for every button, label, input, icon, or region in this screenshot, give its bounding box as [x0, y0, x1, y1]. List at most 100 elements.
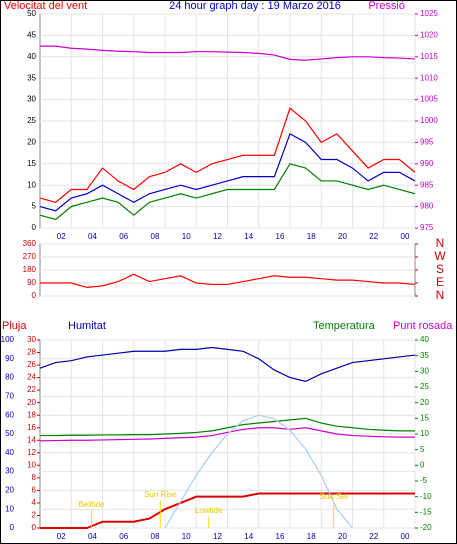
- y2-tick-label: 1020: [420, 31, 438, 40]
- y3-tick-label: 22: [27, 385, 36, 394]
- y-tick-label: 20: [5, 486, 14, 495]
- y-tick-label: 10: [27, 180, 36, 189]
- x-tick-label: 22: [369, 232, 378, 241]
- y-tick-label: 80: [5, 373, 14, 382]
- x-tick-label: 08: [151, 232, 160, 241]
- x-tick-label: 10: [182, 232, 191, 241]
- y3-tick-label: 18: [27, 410, 36, 419]
- y2-tick-label: 20: [420, 398, 429, 407]
- y2-tick-label: 1025: [420, 9, 438, 18]
- y2-tick-label: N: [436, 288, 445, 302]
- annotation: Sun Rise: [144, 490, 177, 499]
- x-tick-label: 04: [88, 532, 97, 541]
- y-tick-label: 30: [27, 95, 36, 104]
- y-tick-label: 50: [5, 429, 14, 438]
- y-tick-label: 270: [23, 252, 37, 261]
- x-tick-label: 14: [244, 232, 253, 241]
- wind-label: Velocitat del vent: [4, 0, 87, 12]
- y3-tick-label: 6: [32, 486, 37, 495]
- legend-label: Punt rosada: [393, 320, 453, 332]
- y2-tick-label: 980: [420, 202, 434, 211]
- y3-tick-label: 26: [27, 360, 36, 369]
- series-line: [40, 417, 415, 437]
- x-tick-label: 00: [401, 532, 410, 541]
- y2-tick-label: 0: [420, 460, 425, 469]
- y2-tick-label: -15: [420, 507, 432, 516]
- y-tick-label: 20: [27, 138, 36, 147]
- y3-tick-label: 14: [27, 435, 36, 444]
- x-tick-label: 18: [307, 232, 316, 241]
- y2-tick-label: -5: [420, 476, 428, 485]
- y2-tick-label: N: [436, 236, 445, 250]
- y2-tick-label: 25: [420, 382, 429, 391]
- x-tick-label: 10: [182, 532, 191, 541]
- y2-tick-label: 990: [420, 159, 434, 168]
- y-tick-label: 100: [1, 335, 15, 344]
- y-tick-label: 45: [27, 31, 36, 40]
- y2-tick-label: 10: [420, 429, 429, 438]
- x-tick-label: 16: [276, 232, 285, 241]
- y3-tick-label: 12: [27, 448, 36, 457]
- series-line: [39, 132, 416, 212]
- series-line: [40, 45, 416, 61]
- y2-tick-label: 1015: [420, 52, 438, 61]
- x-tick-label: 16: [276, 532, 285, 541]
- y3-tick-label: 16: [27, 423, 36, 432]
- x-tick-label: 06: [119, 532, 128, 541]
- y-tick-label: 0: [32, 223, 37, 232]
- y-tick-label: 40: [27, 52, 36, 61]
- series-line: [39, 163, 416, 221]
- y-tick-label: 90: [5, 354, 14, 363]
- y2-tick-label: 35: [420, 351, 429, 360]
- x-tick-label: 20: [338, 232, 347, 241]
- y2-tick-label: E: [436, 275, 444, 289]
- y3-tick-label: 20: [27, 398, 36, 407]
- y2-tick-label: 40: [420, 335, 429, 344]
- y-tick-label: 0: [10, 523, 15, 532]
- legend-label: Pluja: [2, 320, 27, 332]
- y-tick-label: 60: [5, 410, 14, 419]
- series-line: [39, 107, 416, 203]
- y-tick-label: 360: [23, 239, 37, 248]
- y3-tick-label: 0: [32, 523, 37, 532]
- y2-tick-label: 30: [420, 366, 429, 375]
- y2-tick-label: 5: [420, 445, 425, 454]
- y-tick-label: 40: [5, 448, 14, 457]
- x-tick-label: 02: [57, 232, 66, 241]
- y2-tick-label: W: [434, 249, 446, 263]
- y2-tick-label: 995: [420, 138, 434, 147]
- pressure-label: Pressió: [368, 0, 405, 12]
- x-tick-label: 06: [119, 232, 128, 241]
- y-tick-label: 35: [27, 73, 36, 82]
- y3-tick-label: 24: [27, 373, 36, 382]
- y3-tick-label: 4: [32, 498, 37, 507]
- y-tick-label: 90: [27, 278, 36, 287]
- series-line: [164, 414, 353, 529]
- y2-tick-label: -20: [420, 523, 432, 532]
- x-tick-label: 04: [88, 232, 97, 241]
- x-tick-label: 02: [57, 532, 66, 541]
- y-tick-label: 180: [23, 265, 37, 274]
- annotation: Belltide: [78, 500, 105, 509]
- y2-tick-label: 1010: [420, 73, 438, 82]
- x-tick-label: 08: [151, 532, 160, 541]
- x-tick-label: 20: [338, 532, 347, 541]
- y2-tick-label: 15: [420, 413, 429, 422]
- y2-tick-label: 985: [420, 180, 434, 189]
- series-line: [40, 273, 416, 288]
- series-line: [39, 427, 415, 442]
- y-tick-label: 15: [27, 159, 36, 168]
- y-tick-label: 30: [5, 467, 14, 476]
- y2-tick-label: S: [436, 262, 444, 276]
- x-tick-label: 00: [401, 232, 410, 241]
- chart-title: 24 hour graph day : 19 Marzo 2016: [169, 0, 341, 12]
- series-line: [39, 346, 416, 382]
- y3-tick-label: 8: [32, 473, 37, 482]
- legend-label: Temperatura: [313, 320, 376, 332]
- y-tick-label: 5: [32, 202, 37, 211]
- x-tick-label: 18: [307, 532, 316, 541]
- y3-tick-label: 10: [27, 460, 36, 469]
- x-tick-label: 12: [213, 232, 222, 241]
- y-tick-label: 50: [27, 9, 36, 18]
- y-tick-label: 10: [5, 504, 14, 513]
